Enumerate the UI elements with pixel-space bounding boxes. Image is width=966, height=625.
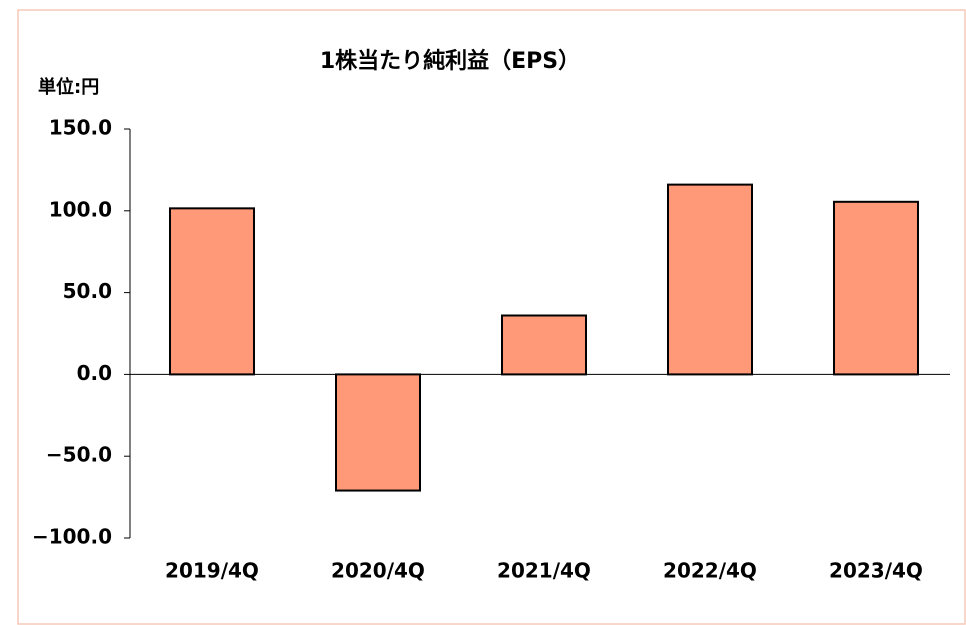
bar bbox=[169, 207, 255, 376]
x-tick-label: 2023/4Q bbox=[829, 559, 923, 583]
x-tick-label: 2020/4Q bbox=[331, 559, 425, 583]
unit-label: 単位:円 bbox=[38, 76, 99, 98]
x-tick-label: 2019/4Q bbox=[165, 559, 259, 583]
y-tick-label: 0.0 bbox=[77, 361, 112, 385]
y-tick-label: 50.0 bbox=[63, 279, 112, 303]
bar bbox=[833, 200, 919, 376]
bar bbox=[667, 183, 753, 376]
x-tick-label: 2022/4Q bbox=[663, 559, 757, 583]
bar bbox=[501, 314, 587, 376]
chart-frame bbox=[17, 9, 966, 625]
y-tick-label: 100.0 bbox=[49, 197, 112, 221]
x-tick-label: 2021/4Q bbox=[497, 559, 591, 583]
chart-title: 1株当たり純利益（EPS） bbox=[320, 48, 580, 74]
y-tick-label: 150.0 bbox=[49, 116, 112, 140]
y-tick-label: −50.0 bbox=[46, 443, 112, 467]
bar bbox=[335, 373, 421, 492]
y-tick-label: −100.0 bbox=[32, 525, 112, 549]
